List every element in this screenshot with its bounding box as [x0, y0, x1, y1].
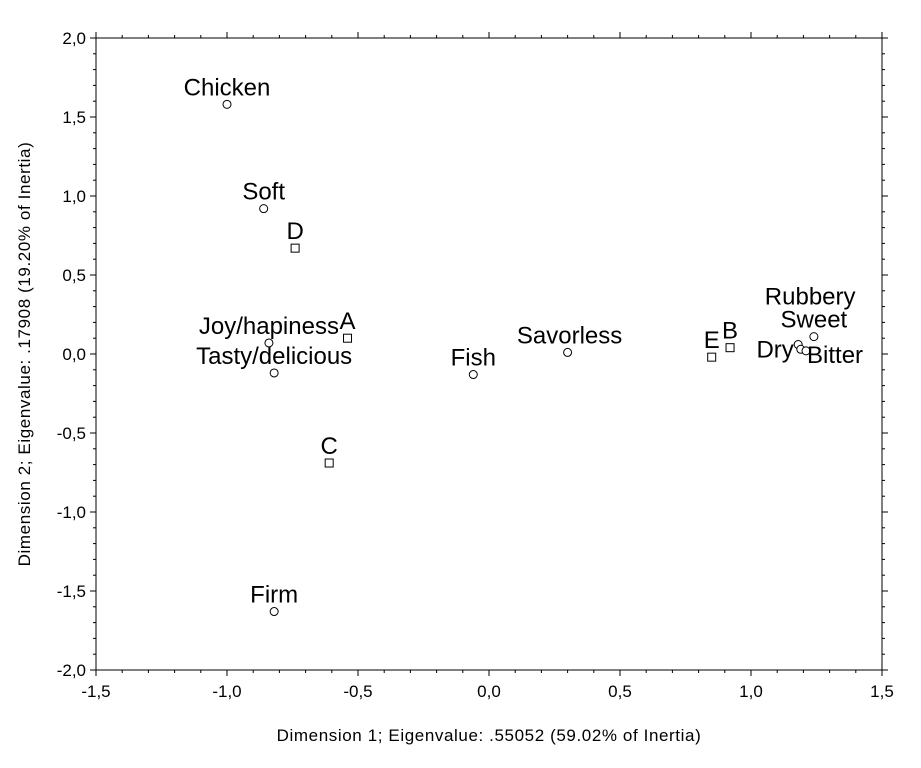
label-rubbery: Rubbery — [765, 284, 856, 311]
marker-firm — [269, 607, 279, 617]
marker-soft — [259, 204, 269, 214]
point-labels: Chicken Soft Joy/hapiness Tasty/delicious Fi… — [184, 74, 863, 608]
x-tick-label: 0,5 — [608, 682, 632, 701]
marker-tasty-delicious — [269, 368, 279, 378]
label-b: B — [722, 318, 738, 345]
marker-chicken — [222, 99, 232, 109]
marker-sweet — [809, 332, 819, 342]
y-tick-label: 1,0 — [62, 187, 86, 206]
marker-joy-hapiness — [264, 338, 274, 348]
x-tick-label: -1,5 — [81, 682, 110, 701]
label-fish: Fish — [451, 345, 496, 372]
label-d: D — [286, 218, 303, 245]
label-bitter: Bitter — [807, 342, 863, 369]
y-tick-label: 0,5 — [62, 266, 86, 285]
x-tick-label: -1,0 — [212, 682, 241, 701]
y-tick-label: -2,0 — [57, 661, 86, 680]
marker-e — [707, 352, 717, 362]
label-joy-hapiness: Joy/hapiness — [199, 313, 339, 340]
label-sweet: Sweet — [781, 307, 848, 334]
marker-savorless — [563, 347, 573, 357]
x-tick-label: 1,0 — [739, 682, 763, 701]
marker-bitter — [801, 346, 811, 356]
y-tick-label: 1,5 — [62, 108, 86, 127]
label-e: E — [704, 327, 720, 354]
label-c: C — [321, 433, 338, 460]
x-axis-title: Dimension 1; Eigenvalue: .55052 (59.02% … — [277, 726, 702, 745]
x-tick-label: 1,5 — [870, 682, 894, 701]
y-tick-label: 0,0 — [62, 345, 86, 364]
label-savorless: Savorless — [517, 322, 622, 349]
y-tick-label: -1,5 — [57, 582, 86, 601]
y-tick-labels: 2,0 1,5 1,0 0,5 0,0 -0,5 -1,0 -1,5 -2,0 — [57, 29, 86, 680]
y-tick-label: -0,5 — [57, 424, 86, 443]
label-dry: Dry — [756, 336, 793, 363]
marker-b — [725, 343, 735, 353]
label-a: A — [340, 308, 356, 335]
label-soft: Soft — [242, 179, 285, 206]
y-tick-label: -1,0 — [57, 503, 86, 522]
marker-a — [343, 333, 353, 343]
marker-d — [290, 243, 300, 253]
marker-fish — [468, 370, 478, 380]
marker-c — [324, 458, 334, 468]
label-tasty-delicious: Tasty/delicious — [196, 343, 352, 370]
y-axis-title: Dimension 2; Eigenvalue: .17908 (19.20% … — [15, 142, 34, 567]
label-chicken: Chicken — [184, 74, 271, 101]
label-firm: Firm — [250, 582, 298, 609]
x-tick-labels: -1,5 -1,0 -0,5 0,0 0,5 1,0 1,5 — [81, 682, 893, 701]
axis-ticks — [90, 32, 888, 676]
y-tick-label: 2,0 — [62, 29, 86, 48]
data-markers — [222, 99, 819, 617]
x-tick-label: 0,0 — [477, 682, 501, 701]
x-tick-label: -0,5 — [343, 682, 372, 701]
